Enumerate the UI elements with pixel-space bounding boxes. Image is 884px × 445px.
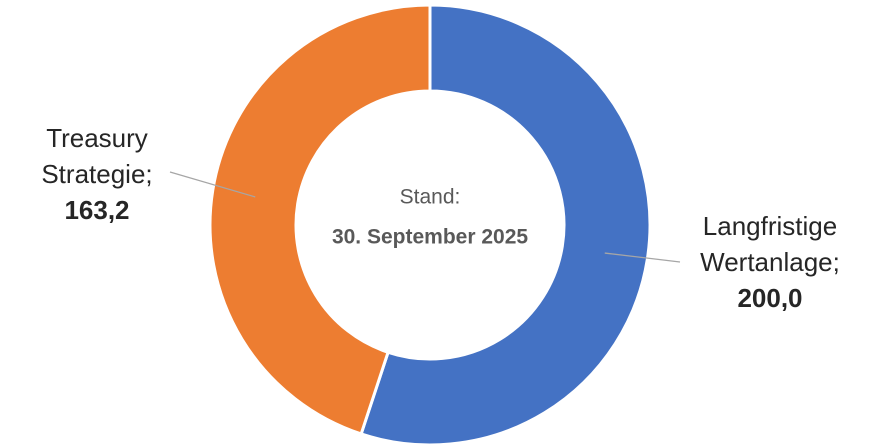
label-separator: ; [145,159,152,189]
label-separator: ; [833,247,840,277]
data-label-value: 200,0 [737,283,802,313]
center-date: 30. September 2025 [332,226,528,249]
leader-line [604,252,681,263]
data-label-value: 163,2 [64,195,129,225]
slice [208,3,432,436]
slice [359,3,652,445]
leader-line [169,171,256,198]
data-label-name: Treasury Strategie; [41,123,152,189]
data-label-name: Langfristige Wertanlage; [700,211,840,277]
slices [208,3,652,445]
center-label: Stand: [400,186,461,209]
